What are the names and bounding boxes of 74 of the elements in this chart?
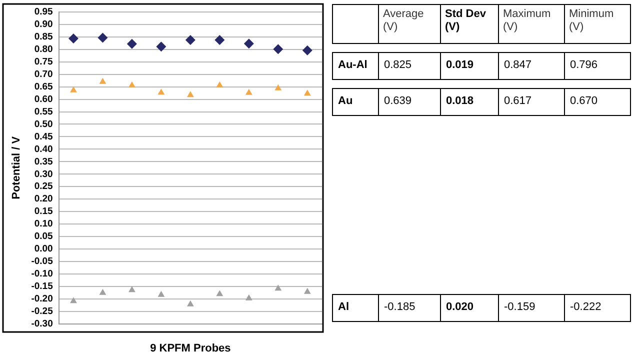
- text: -0.185: [379, 295, 441, 321]
- point: [158, 290, 165, 297]
- point: [126, 38, 137, 49]
- y-tick-label: -0.10: [31, 268, 53, 280]
- point: [216, 290, 224, 296]
- y-tick-label: -0.25: [31, 306, 54, 317]
- text: 0.847: [499, 53, 565, 79]
- y-tick-label: 0.35: [34, 156, 54, 168]
- y-tick-label: 0.70: [34, 68, 53, 80]
- x-axis-title: 9 KPFM Probes: [150, 342, 231, 354]
- point: [304, 288, 311, 294]
- text: Minimum (V): [565, 5, 631, 43]
- point: [156, 42, 166, 52]
- y-tick-label: 0.75: [34, 56, 54, 68]
- point: [158, 88, 165, 95]
- point: [216, 81, 224, 88]
- point: [214, 34, 225, 45]
- y-tick-label: 0.90: [34, 19, 53, 30]
- point: [186, 91, 194, 98]
- text: 0.796: [565, 53, 631, 79]
- y-tick-label: 0.80: [34, 44, 53, 56]
- y-tick-label: 0.65: [34, 81, 54, 92]
- point: [244, 38, 254, 49]
- y-tick-label: 0.10: [34, 218, 53, 230]
- point: [186, 300, 194, 306]
- point: [302, 45, 312, 56]
- point: [99, 78, 106, 84]
- y-tick-label: 0.40: [34, 144, 53, 155]
- text: 0.670: [565, 89, 631, 115]
- text: -0.222: [565, 295, 631, 321]
- point: [70, 297, 77, 304]
- text: 0.639: [379, 89, 441, 115]
- point: [273, 44, 284, 54]
- text: 0.018: [441, 89, 499, 115]
- y-tick-label: 0.25: [34, 181, 54, 192]
- y-tick-label: -0.20: [31, 293, 53, 304]
- y-tick-label: 0.95: [34, 6, 54, 18]
- point: [274, 284, 282, 291]
- y-tick-label: -0.15: [31, 281, 54, 292]
- point: [99, 288, 106, 295]
- text: Au-Al: [332, 53, 379, 79]
- point: [68, 33, 78, 44]
- point: [245, 88, 252, 95]
- text: Al: [332, 295, 379, 321]
- y-axis-title: Potential / V: [10, 136, 23, 200]
- y-tick-label: 0.20: [34, 194, 53, 205]
- text: Std Dev (V): [441, 5, 499, 43]
- y-tick-label: 0.30: [34, 168, 53, 180]
- y-tick-label: 0.15: [34, 206, 54, 218]
- text: -0.159: [499, 295, 565, 321]
- text: 0.020: [441, 295, 499, 321]
- point: [98, 32, 108, 43]
- y-tick-label: 0.50: [34, 118, 53, 130]
- y-tick-label: 0.55: [34, 106, 54, 118]
- point: [70, 86, 77, 92]
- text: Average (V): [379, 5, 441, 43]
- point: [128, 81, 136, 88]
- text: 0.825: [379, 53, 441, 79]
- y-tick-label: -0.30: [31, 318, 53, 330]
- text: 0.617: [499, 89, 565, 115]
- text: Au: [332, 89, 379, 115]
- point: [245, 294, 252, 300]
- text: Maximum (V): [499, 5, 565, 43]
- point: [128, 286, 136, 292]
- point: [304, 90, 311, 96]
- y-tick-label: 0.85: [34, 32, 54, 43]
- point: [274, 84, 282, 90]
- y-tick-label: 0.45: [34, 131, 54, 142]
- y-tick-label: 0.00: [34, 244, 53, 255]
- point: [185, 34, 196, 45]
- y-tick-label: 0.05: [34, 231, 54, 242]
- y-tick-label: 0.60: [34, 94, 53, 105]
- text: 0.019: [441, 53, 499, 79]
- y-tick-label: -0.05: [31, 256, 54, 268]
